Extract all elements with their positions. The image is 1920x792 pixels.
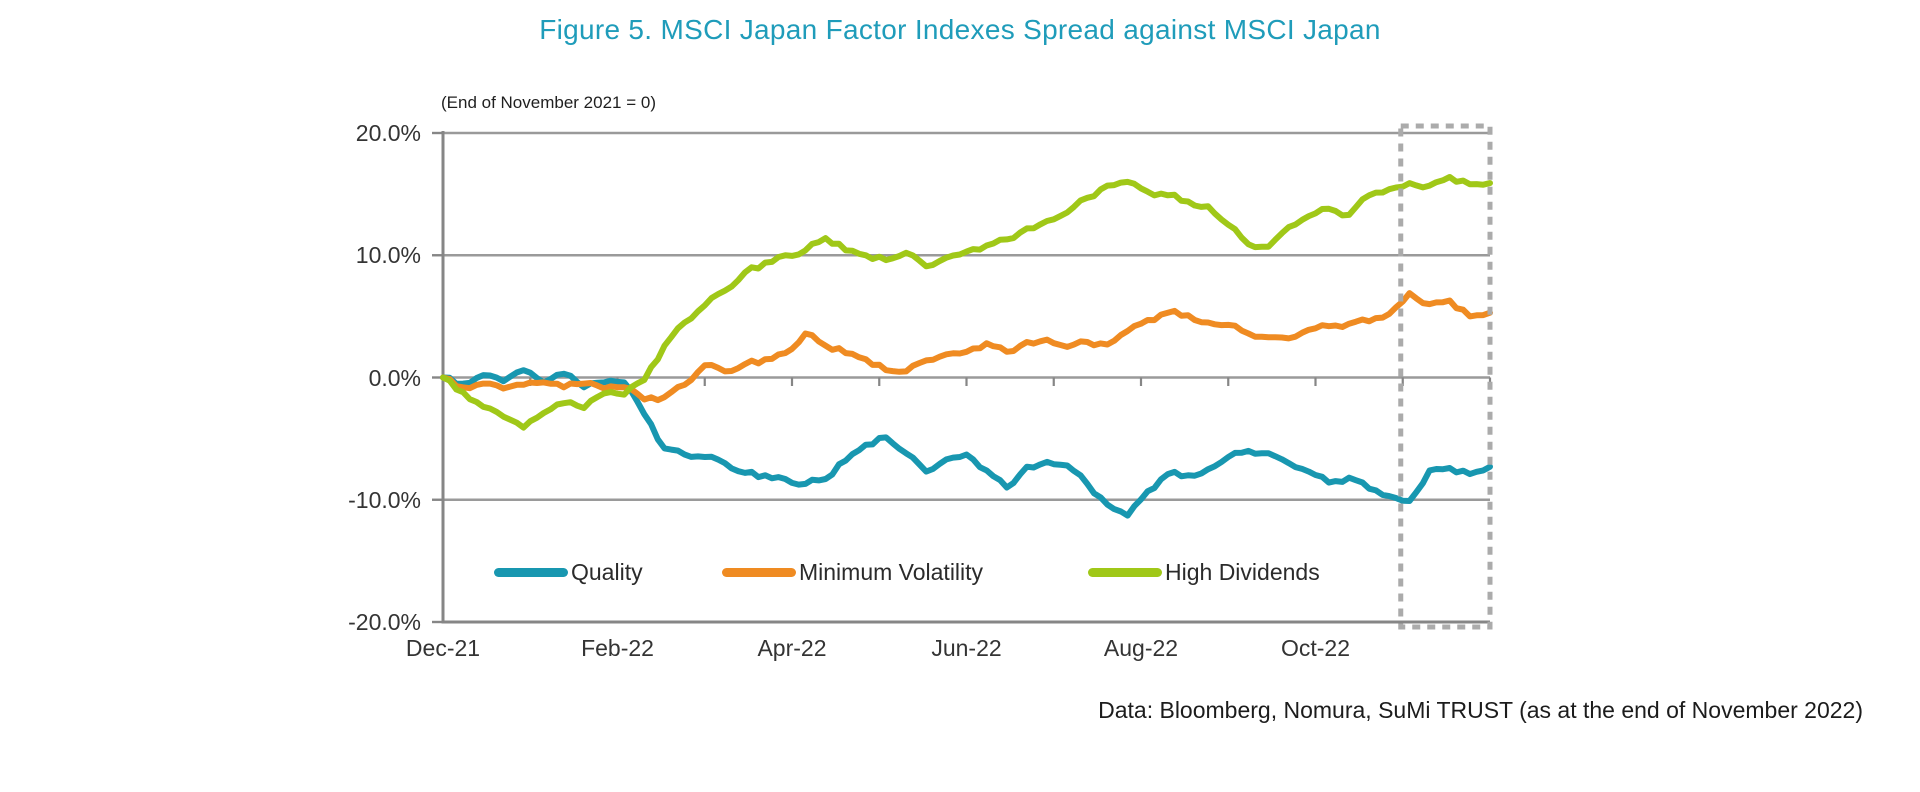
chart-title: Figure 5. MSCI Japan Factor Indexes Spre… xyxy=(539,14,1381,45)
x-tick-label: Apr-22 xyxy=(757,635,827,661)
y-tick-label: -10.0% xyxy=(348,486,421,513)
legend-item-minimum-volatility: Minimum Volatility xyxy=(722,556,983,588)
legend-swatch-icon xyxy=(1088,567,1162,577)
x-tick-label: Aug-22 xyxy=(1103,635,1179,661)
legend-label: High Dividends xyxy=(1165,558,1320,585)
legend-label: Minimum Volatility xyxy=(799,558,984,585)
x-tick-label: Jun-22 xyxy=(931,635,1002,661)
series-quality-line xyxy=(440,367,1493,519)
legend-item-quality: Quality xyxy=(494,556,643,588)
november-2022-highlight-box xyxy=(1398,123,1493,630)
legend-swatch-icon xyxy=(494,567,568,577)
x-tick-label: Dec-21 xyxy=(405,635,481,661)
legend-swatch-icon xyxy=(722,567,796,577)
x-tick-label: Feb-22 xyxy=(581,635,654,661)
y-tick-label: 10.0% xyxy=(355,242,421,269)
series-high-dividends-line xyxy=(440,174,1493,431)
index-base-note: (End of November 2021 = 0) xyxy=(441,93,656,112)
series-minimum-volatility-line xyxy=(440,290,1493,404)
legend-label: Quality xyxy=(571,558,643,585)
data-source-note: Data: Bloomberg, Nomura, SuMi TRUST (as … xyxy=(1098,697,1863,723)
y-tick-label: -20.0% xyxy=(348,609,421,635)
legend-item-high-dividends: High Dividends xyxy=(1088,556,1320,588)
y-tick-label: 20.0% xyxy=(355,120,421,146)
y-tick-label: 0.0% xyxy=(368,364,421,391)
x-tick-label: Oct-22 xyxy=(1280,635,1351,661)
